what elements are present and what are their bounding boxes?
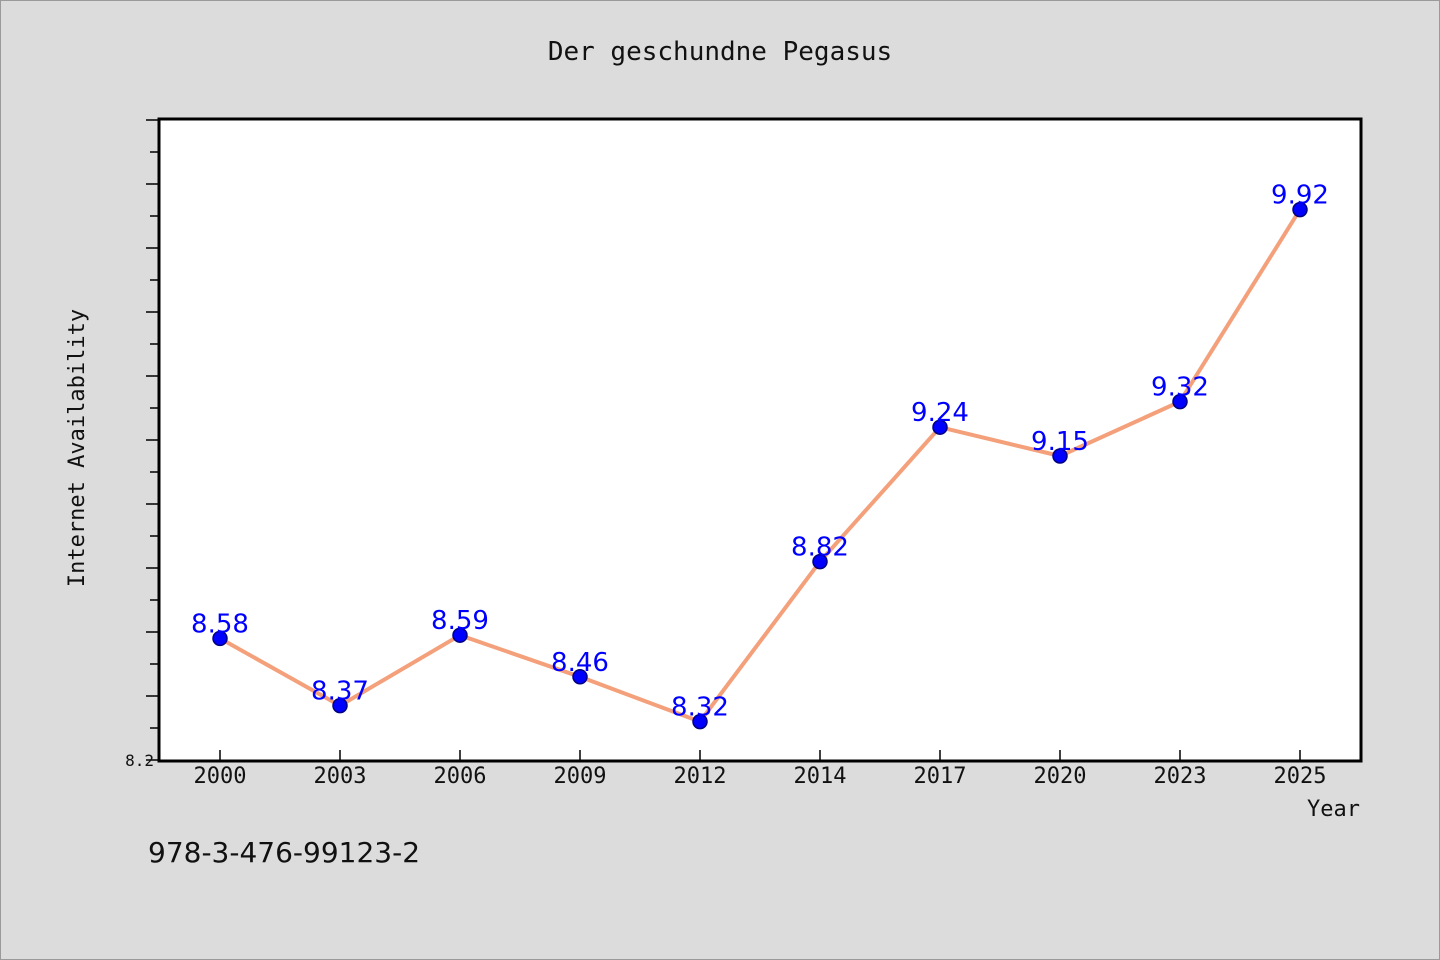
data-point (332, 697, 348, 714)
x-tick-label: 2012 (674, 764, 727, 789)
data-point (692, 713, 708, 730)
x-tick-label: 2003 (314, 764, 367, 789)
x-tick-label: 2025 (1274, 764, 1327, 789)
data-label: 8.46 (551, 648, 609, 678)
data-point (452, 627, 468, 643)
x-tick-label: 2000 (194, 764, 247, 789)
data-point (572, 669, 588, 685)
series-group (212, 201, 1308, 730)
data-point (1172, 393, 1188, 410)
data-label: 8.59 (431, 606, 489, 636)
data-point (1052, 448, 1068, 464)
data-label: 8.82 (791, 533, 849, 563)
data-point (212, 630, 228, 647)
x-tick-label: 2023 (1154, 764, 1207, 789)
data-labels: 8.58 8.37 8.59 8.46 8.32 8.82 9.24 9.15 9.32 9.92 (191, 181, 1329, 723)
y-axis-title: Internet Availability (65, 309, 90, 587)
x-tick-label: 2014 (794, 764, 847, 789)
data-label: 8.58 (191, 609, 249, 639)
x-tick-label: 2020 (1034, 764, 1087, 789)
footnote: 978-3-476-99123-2 (148, 836, 420, 869)
y-tick-label: 8.2 (125, 751, 154, 770)
data-point (812, 553, 828, 570)
data-label: 8.32 (671, 693, 729, 723)
data-label: 9.92 (1271, 181, 1329, 211)
x-axis-title: Year (1307, 797, 1360, 822)
x-tick-label: 2017 (914, 764, 967, 789)
data-label: 8.37 (311, 677, 369, 707)
x-axis-ticks: 2000 2003 2006 2009 2012 2014 2017 2020 2023 2025 (194, 750, 1327, 789)
x-tick-label: 2006 (434, 764, 487, 789)
series-line (219, 208, 1302, 724)
data-label: 9.32 (1151, 373, 1209, 403)
y-axis-ticks: 8.2 (125, 119, 160, 770)
chart-title: Der geschundne Pegasus (548, 37, 892, 67)
x-tick-label: 2009 (554, 764, 607, 789)
data-label: 9.15 (1031, 427, 1089, 457)
data-point (1292, 201, 1308, 218)
plot-area (157, 117, 1363, 763)
data-point (932, 419, 948, 435)
data-label: 9.24 (911, 398, 969, 428)
